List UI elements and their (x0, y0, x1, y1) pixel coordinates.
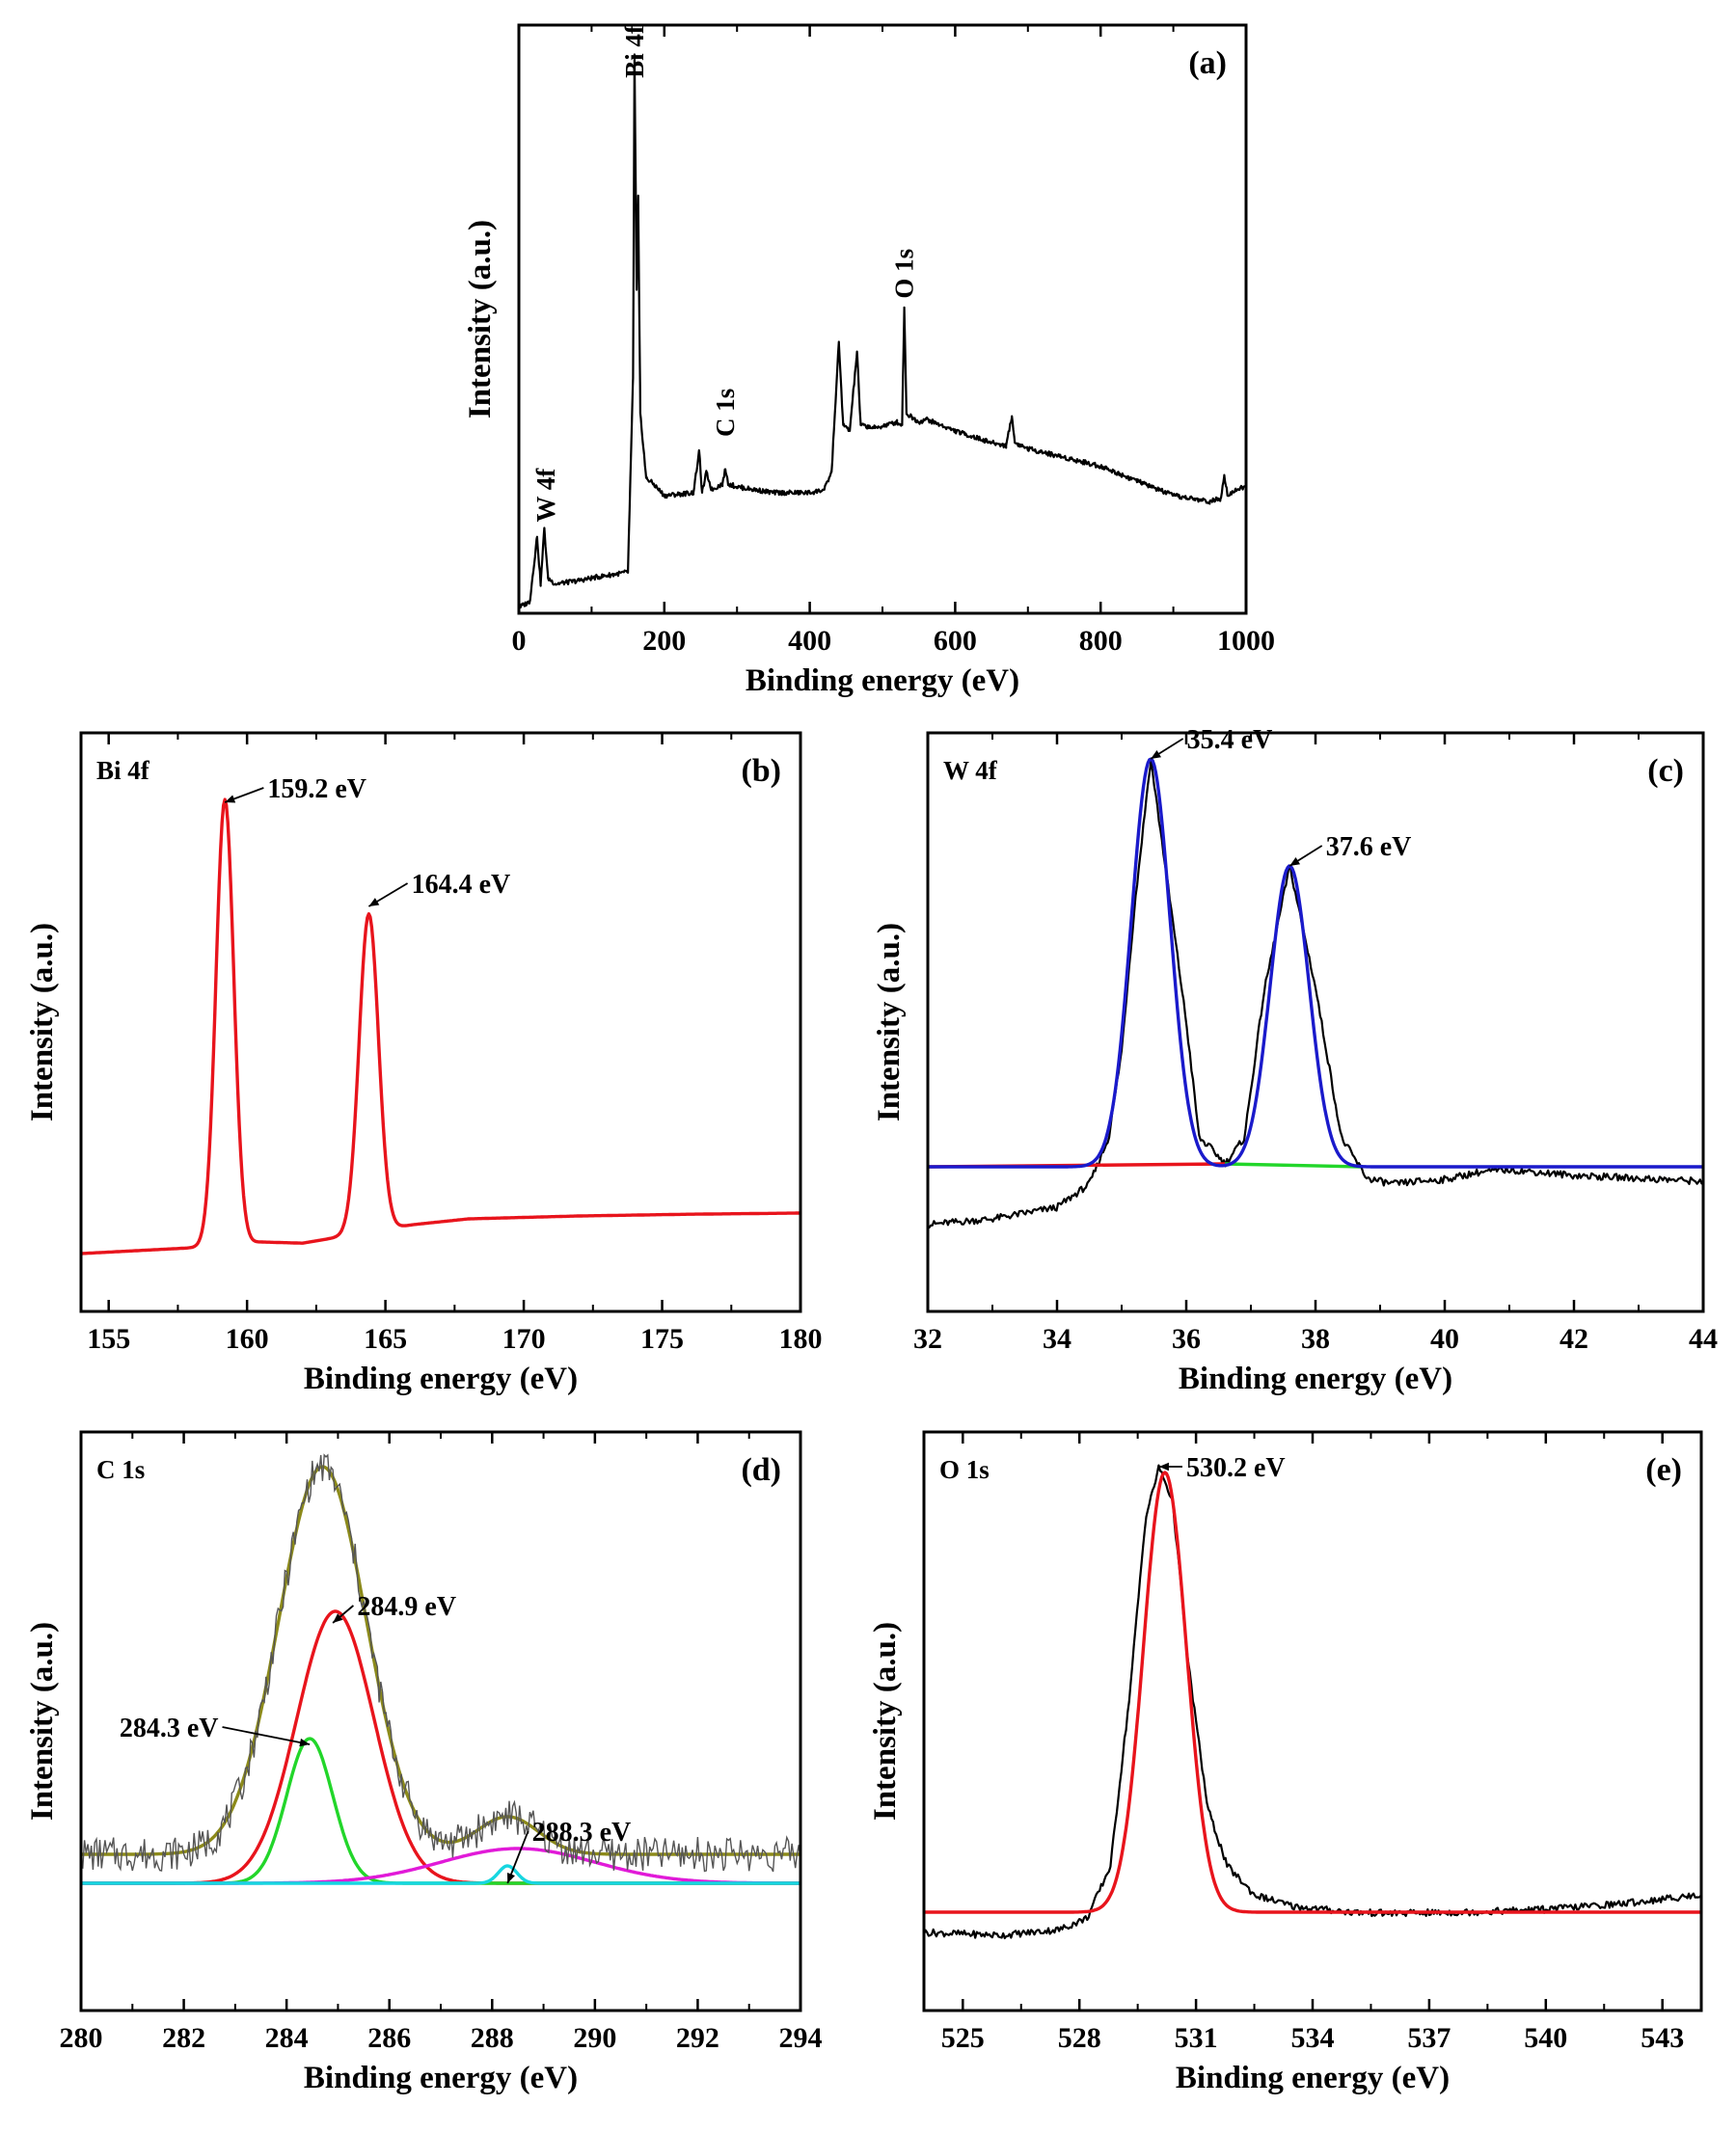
plot-area (924, 1464, 1701, 1940)
x-tick-label: 36 (1172, 1323, 1201, 1355)
x-tick-label: 42 (1560, 1323, 1588, 1355)
x-tick-label: 534 (1291, 2022, 1335, 2054)
x-tick-label: 600 (934, 625, 977, 657)
x-tick-label: 40 (1430, 1323, 1459, 1355)
annotation-arrowhead (1158, 1462, 1169, 1472)
annotation-arrowhead (368, 898, 380, 906)
plot-frame (926, 731, 1705, 1313)
panel-letter: (e) (1645, 1452, 1682, 1488)
annotation-arrow (222, 1726, 311, 1745)
y-axis-title: Intensity (a.u.) (463, 220, 498, 418)
panel-letter: (a) (1188, 45, 1227, 81)
panel-b: 155 160 165 170 175 180 Binding energy (eV) Int… (25, 731, 823, 1396)
x-tick-label: 38 (1301, 1323, 1330, 1355)
x-axis-title: Binding energy (eV) (1176, 2061, 1450, 2095)
spectrum-line-fit (924, 1471, 1701, 1914)
x-tick-label: 280 (60, 2022, 103, 2054)
x-axis-title: Binding energy (eV) (746, 663, 1019, 698)
x-axis-title: Binding energy (eV) (1179, 1362, 1452, 1396)
x-tick-label: 34 (1043, 1323, 1071, 1355)
spectrum-line-envelope (81, 1465, 800, 1856)
x-axis-title: Binding energy (eV) (304, 1362, 578, 1396)
peak-annotation: 159.2 eV (267, 774, 366, 804)
x-tick-label: 44 (1689, 1323, 1718, 1355)
region-label: W 4f (943, 756, 998, 785)
annotation-arrowhead (225, 795, 236, 803)
x-tick-label: 160 (226, 1323, 269, 1355)
x-tick-label: 543 (1641, 2022, 1684, 2054)
peak-label: Bi 4f (620, 24, 649, 78)
x-tick-label: 1000 (1217, 625, 1275, 657)
peak-annotation: 284.9 eV (357, 1592, 456, 1622)
x-tick-label: 528 (1058, 2022, 1101, 2054)
annotation-arrowhead (299, 1738, 311, 1747)
peak-label: O 1s (890, 249, 919, 299)
panel-a: 0 200 400 600 800 1000 Binding energy (eV) Inte… (463, 23, 1275, 698)
spectrum-line-main (81, 797, 800, 1256)
x-tick-label: 155 (87, 1323, 130, 1355)
x-tick-label: 286 (367, 2022, 411, 2054)
x-tick-label: 180 (779, 1323, 823, 1355)
panel-d: 280 282 284 286 288 290 292 294 Binding energy (… (25, 1430, 823, 2095)
plot-frame (517, 23, 1248, 615)
peak-annotation: 37.6 eV (1326, 832, 1412, 862)
spectrum-line-288-3-component (81, 1864, 800, 1885)
peak-annotation: 284.3 eV (120, 1714, 219, 1743)
spectrum-line-baseline-right (1225, 1162, 1361, 1169)
peak-annotation: 164.4 eV (412, 870, 511, 900)
x-tick-label: 282 (162, 2022, 205, 2054)
spectrum-line-raw (924, 1464, 1701, 1940)
panel-letter: (d) (741, 1452, 781, 1488)
x-tick-label: 200 (642, 625, 686, 657)
spectrum-line-main (519, 53, 1246, 609)
region-label: Bi 4f (96, 756, 150, 785)
peak-label: C 1s (711, 389, 740, 437)
spectrum-line-raw (81, 1453, 800, 1873)
x-tick-label: 537 (1407, 2022, 1451, 2054)
spectrum-line-fit (928, 757, 1703, 1169)
peak-annotation: 35.4 eV (1187, 725, 1273, 755)
x-tick-label: 531 (1175, 2022, 1218, 2054)
plot-area (519, 53, 1246, 609)
x-tick-label: 165 (364, 1323, 407, 1355)
x-tick-label: 294 (779, 2022, 823, 2054)
x-tick-label: 0 (512, 625, 527, 657)
plot-area (928, 757, 1703, 1229)
region-label: O 1s (939, 1455, 990, 1484)
x-tick-label: 32 (913, 1323, 942, 1355)
x-tick-label: 540 (1524, 2022, 1567, 2054)
annotation-arrowhead (1151, 749, 1162, 759)
y-axis-title: Intensity (a.u.) (868, 1622, 903, 1821)
annotation-arrowhead (1289, 856, 1301, 866)
plot-frame (79, 731, 802, 1313)
region-label: C 1s (96, 1455, 145, 1484)
x-tick-label: 284 (265, 2022, 309, 2054)
plot-frame (922, 1430, 1703, 2012)
y-axis-title: Intensity (a.u.) (25, 923, 60, 1121)
plot-area (81, 797, 800, 1256)
x-tick-label: 170 (502, 1323, 546, 1355)
x-axis-title: Binding energy (eV) (304, 2061, 578, 2095)
y-axis-title: Intensity (a.u.) (25, 1622, 60, 1821)
x-tick-label: 292 (676, 2022, 719, 2054)
x-tick-label: 288 (471, 2022, 514, 2054)
panel-letter: (b) (741, 753, 781, 789)
x-tick-label: 175 (640, 1323, 684, 1355)
x-tick-label: 400 (788, 625, 831, 657)
annotation-arrowhead (507, 1873, 515, 1883)
x-tick-label: 800 (1079, 625, 1123, 657)
peak-label: W 4f (531, 468, 560, 523)
spectrum-line-raw (928, 759, 1703, 1229)
peak-annotation: 288.3 eV (532, 1818, 632, 1848)
annotation-arrowhead (333, 1613, 343, 1623)
plot-area (81, 1453, 800, 1885)
x-tick-label: 525 (941, 2022, 985, 2054)
peak-annotation: 530.2 eV (1186, 1453, 1286, 1483)
panel-letter: (c) (1647, 753, 1684, 789)
panel-e: 525 528 531 534 537 540 543 Binding energy (eV)… (868, 1430, 1703, 2095)
panel-c: 32 34 36 38 40 42 44 Binding energy (eV) Intensi… (872, 725, 1718, 1396)
y-axis-title: Intensity (a.u.) (872, 923, 907, 1121)
x-tick-label: 290 (573, 2022, 616, 2054)
